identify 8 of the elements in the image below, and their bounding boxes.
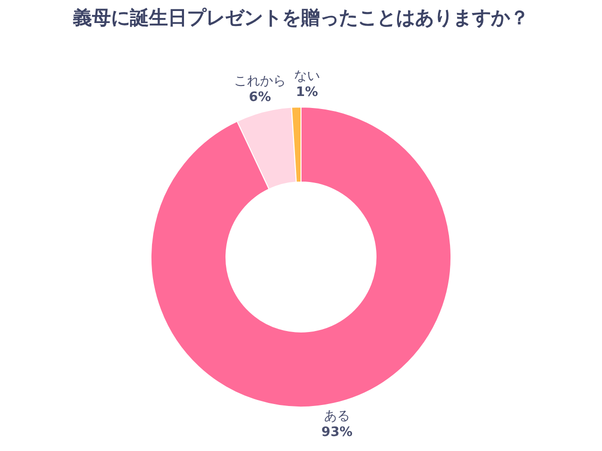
chart-title: 義母に誕生日プレゼントを贈ったことはありますか？ [72, 7, 529, 29]
slice-label: ある [324, 409, 350, 424]
data-label: 93% [321, 425, 353, 440]
slice-label: これから [234, 74, 286, 90]
slice-label: ない [294, 69, 320, 84]
data-label: 1% [296, 85, 318, 100]
donut-slice [150, 106, 452, 408]
data-label: 6% [248, 90, 272, 106]
